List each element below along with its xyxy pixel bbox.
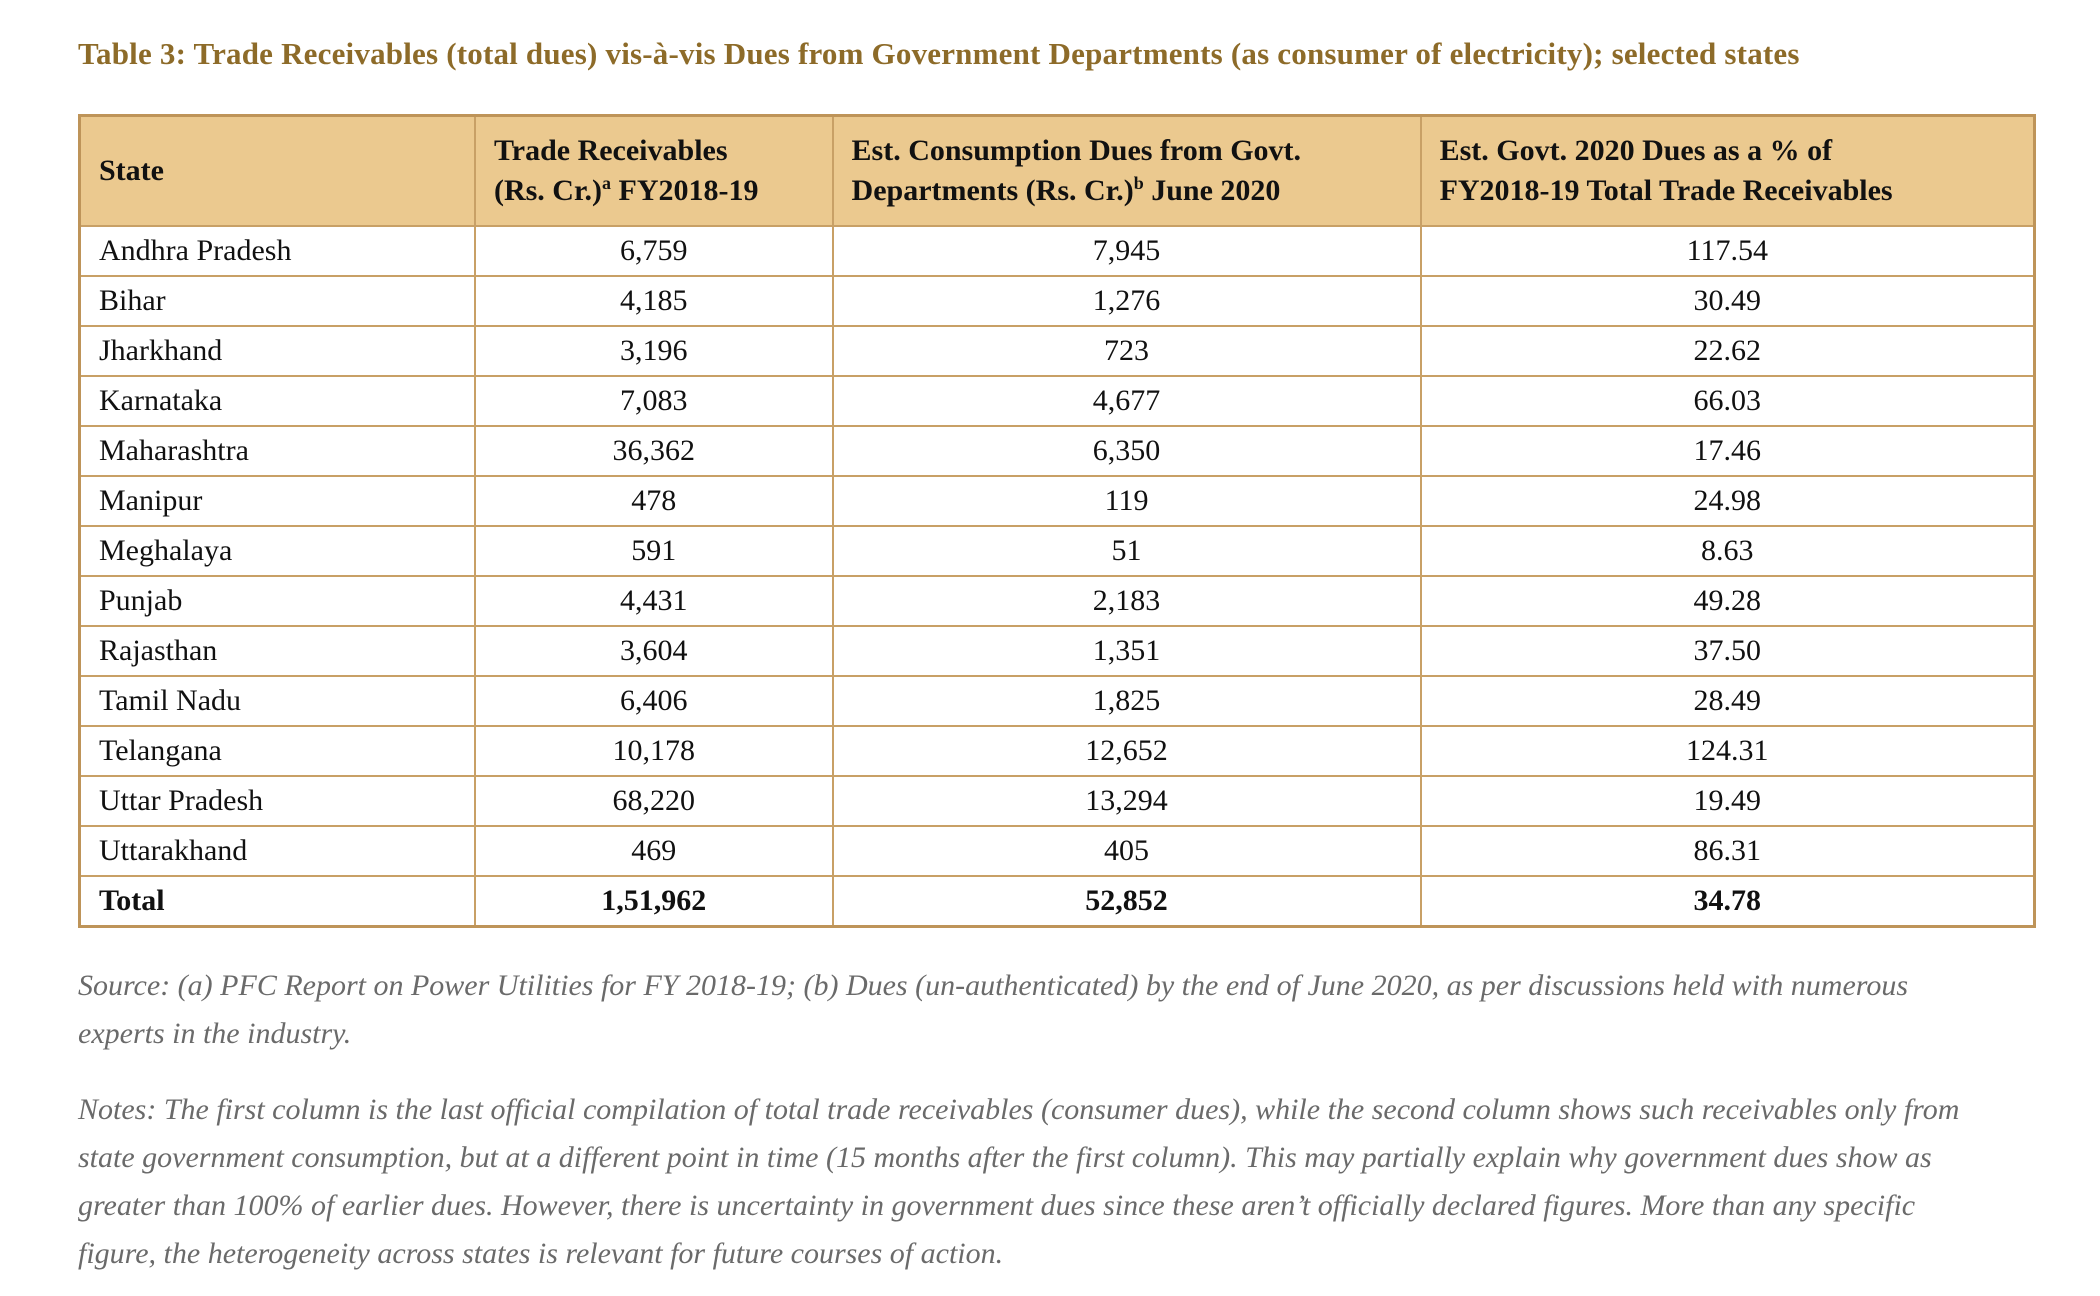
total-trade-receivables-cell: 1,51,962 [473,875,834,928]
header-state-label: State [99,154,164,187]
dues-percent-cell: 66.03 [1419,375,2036,427]
header-state: State [78,114,476,227]
header-consumption-dues-line2: Departments (Rs. Cr.)b June 2020 [851,173,1281,207]
table-row: Maharashtra 36,362 6,350 17.46 [78,425,2036,477]
table-row: Tamil Nadu 6,406 1,825 28.49 [78,675,2036,727]
state-cell: Bihar [78,275,476,327]
state-cell: Andhra Pradesh [78,225,476,277]
state-cell: Uttarakhand [78,825,476,877]
govt-dues-cell: 6,350 [831,425,1422,477]
trade-receivables-table: State Trade Receivables (Rs. Cr.)a FY201… [78,114,2036,928]
govt-dues-cell: 119 [831,475,1422,527]
state-cell: Meghalaya [78,525,476,577]
trade-receivables-cell: 478 [473,475,834,527]
header-dues-percentage-line1: Est. Govt. 2020 Dues as a % of [1439,134,1833,167]
govt-dues-cell: 4,677 [831,375,1422,427]
total-govt-dues-cell: 52,852 [831,875,1422,928]
dues-percent-cell: 28.49 [1419,675,2036,727]
trade-receivables-cell: 4,185 [473,275,834,327]
trade-receivables-cell: 3,196 [473,325,834,377]
govt-dues-cell: 12,652 [831,725,1422,777]
dues-percent-cell: 30.49 [1419,275,2036,327]
dues-percent-cell: 22.62 [1419,325,2036,377]
dues-percent-cell: 19.49 [1419,775,2036,827]
state-cell: Manipur [78,475,476,527]
table-row: Rajasthan 3,604 1,351 37.50 [78,625,2036,677]
trade-receivables-cell: 469 [473,825,834,877]
dues-percent-cell: 37.50 [1419,625,2036,677]
table-row: Karnataka 7,083 4,677 66.03 [78,375,2036,427]
govt-dues-cell: 51 [831,525,1422,577]
table-row: Manipur 478 119 24.98 [78,475,2036,527]
header-consumption-dues: Est. Consumption Dues from Govt. Departm… [831,114,1422,227]
table-row: Uttarakhand 469 405 86.31 [78,825,2036,877]
table-row: Jharkhand 3,196 723 22.62 [78,325,2036,377]
trade-receivables-cell: 7,083 [473,375,834,427]
footnote-marker-b: b [1133,173,1144,193]
govt-dues-cell: 7,945 [831,225,1422,277]
footnote-marker-a: a [602,173,612,193]
table-row: Punjab 4,431 2,183 49.28 [78,575,2036,627]
dues-percent-cell: 117.54 [1419,225,2036,277]
table-row: Uttar Pradesh 68,220 13,294 19.49 [78,775,2036,827]
dues-percent-cell: 24.98 [1419,475,2036,527]
header-trade-receivables: Trade Receivables (Rs. Cr.)a FY2018-19 [473,114,834,227]
header-dues-percentage: Est. Govt. 2020 Dues as a % of FY2018-19… [1419,114,2036,227]
table-row: Andhra Pradesh 6,759 7,945 117.54 [78,225,2036,277]
table-row: Bihar 4,185 1,276 30.49 [78,275,2036,327]
state-cell: Tamil Nadu [78,675,476,727]
table-row: Telangana 10,178 12,652 124.31 [78,725,2036,777]
table-header-row: State Trade Receivables (Rs. Cr.)a FY201… [78,114,2036,227]
notes-paragraph: Notes: The first column is the last offi… [78,1093,1960,1270]
trade-receivables-cell: 591 [473,525,834,577]
govt-dues-cell: 1,825 [831,675,1422,727]
source-note: Source: (a) PFC Report on Power Utilitie… [78,969,1908,1050]
state-cell: Karnataka [78,375,476,427]
govt-dues-cell: 405 [831,825,1422,877]
trade-receivables-cell: 68,220 [473,775,834,827]
trade-receivables-cell: 6,759 [473,225,834,277]
trade-receivables-cell: 10,178 [473,725,834,777]
state-cell: Jharkhand [78,325,476,377]
state-cell: Rajasthan [78,625,476,677]
header-consumption-dues-line1: Est. Consumption Dues from Govt. [851,134,1302,167]
trade-receivables-cell: 3,604 [473,625,834,677]
state-cell: Uttar Pradesh [78,775,476,827]
dues-percent-cell: 124.31 [1419,725,2036,777]
state-cell: Punjab [78,575,476,627]
total-label-cell: Total [78,875,476,928]
table-title: Table 3: Trade Receivables (total dues) … [78,36,1800,71]
header-trade-receivables-line2: (Rs. Cr.)a FY2018-19 [493,173,759,207]
state-cell: Telangana [78,725,476,777]
dues-percent-cell: 49.28 [1419,575,2036,627]
header-trade-receivables-line1: Trade Receivables [493,134,728,167]
table-row: Meghalaya 591 51 8.63 [78,525,2036,577]
dues-percent-cell: 86.31 [1419,825,2036,877]
total-dues-percent-cell: 34.78 [1419,875,2036,928]
govt-dues-cell: 13,294 [831,775,1422,827]
table-total-row: Total 1,51,962 52,852 34.78 [78,875,2036,928]
govt-dues-cell: 2,183 [831,575,1422,627]
state-cell: Maharashtra [78,425,476,477]
trade-receivables-cell: 6,406 [473,675,834,727]
govt-dues-cell: 723 [831,325,1422,377]
dues-percent-cell: 17.46 [1419,425,2036,477]
dues-percent-cell: 8.63 [1419,525,2036,577]
trade-receivables-cell: 36,362 [473,425,834,477]
govt-dues-cell: 1,351 [831,625,1422,677]
trade-receivables-cell: 4,431 [473,575,834,627]
header-dues-percentage-line2: FY2018-19 Total Trade Receivables [1439,174,1893,207]
govt-dues-cell: 1,276 [831,275,1422,327]
